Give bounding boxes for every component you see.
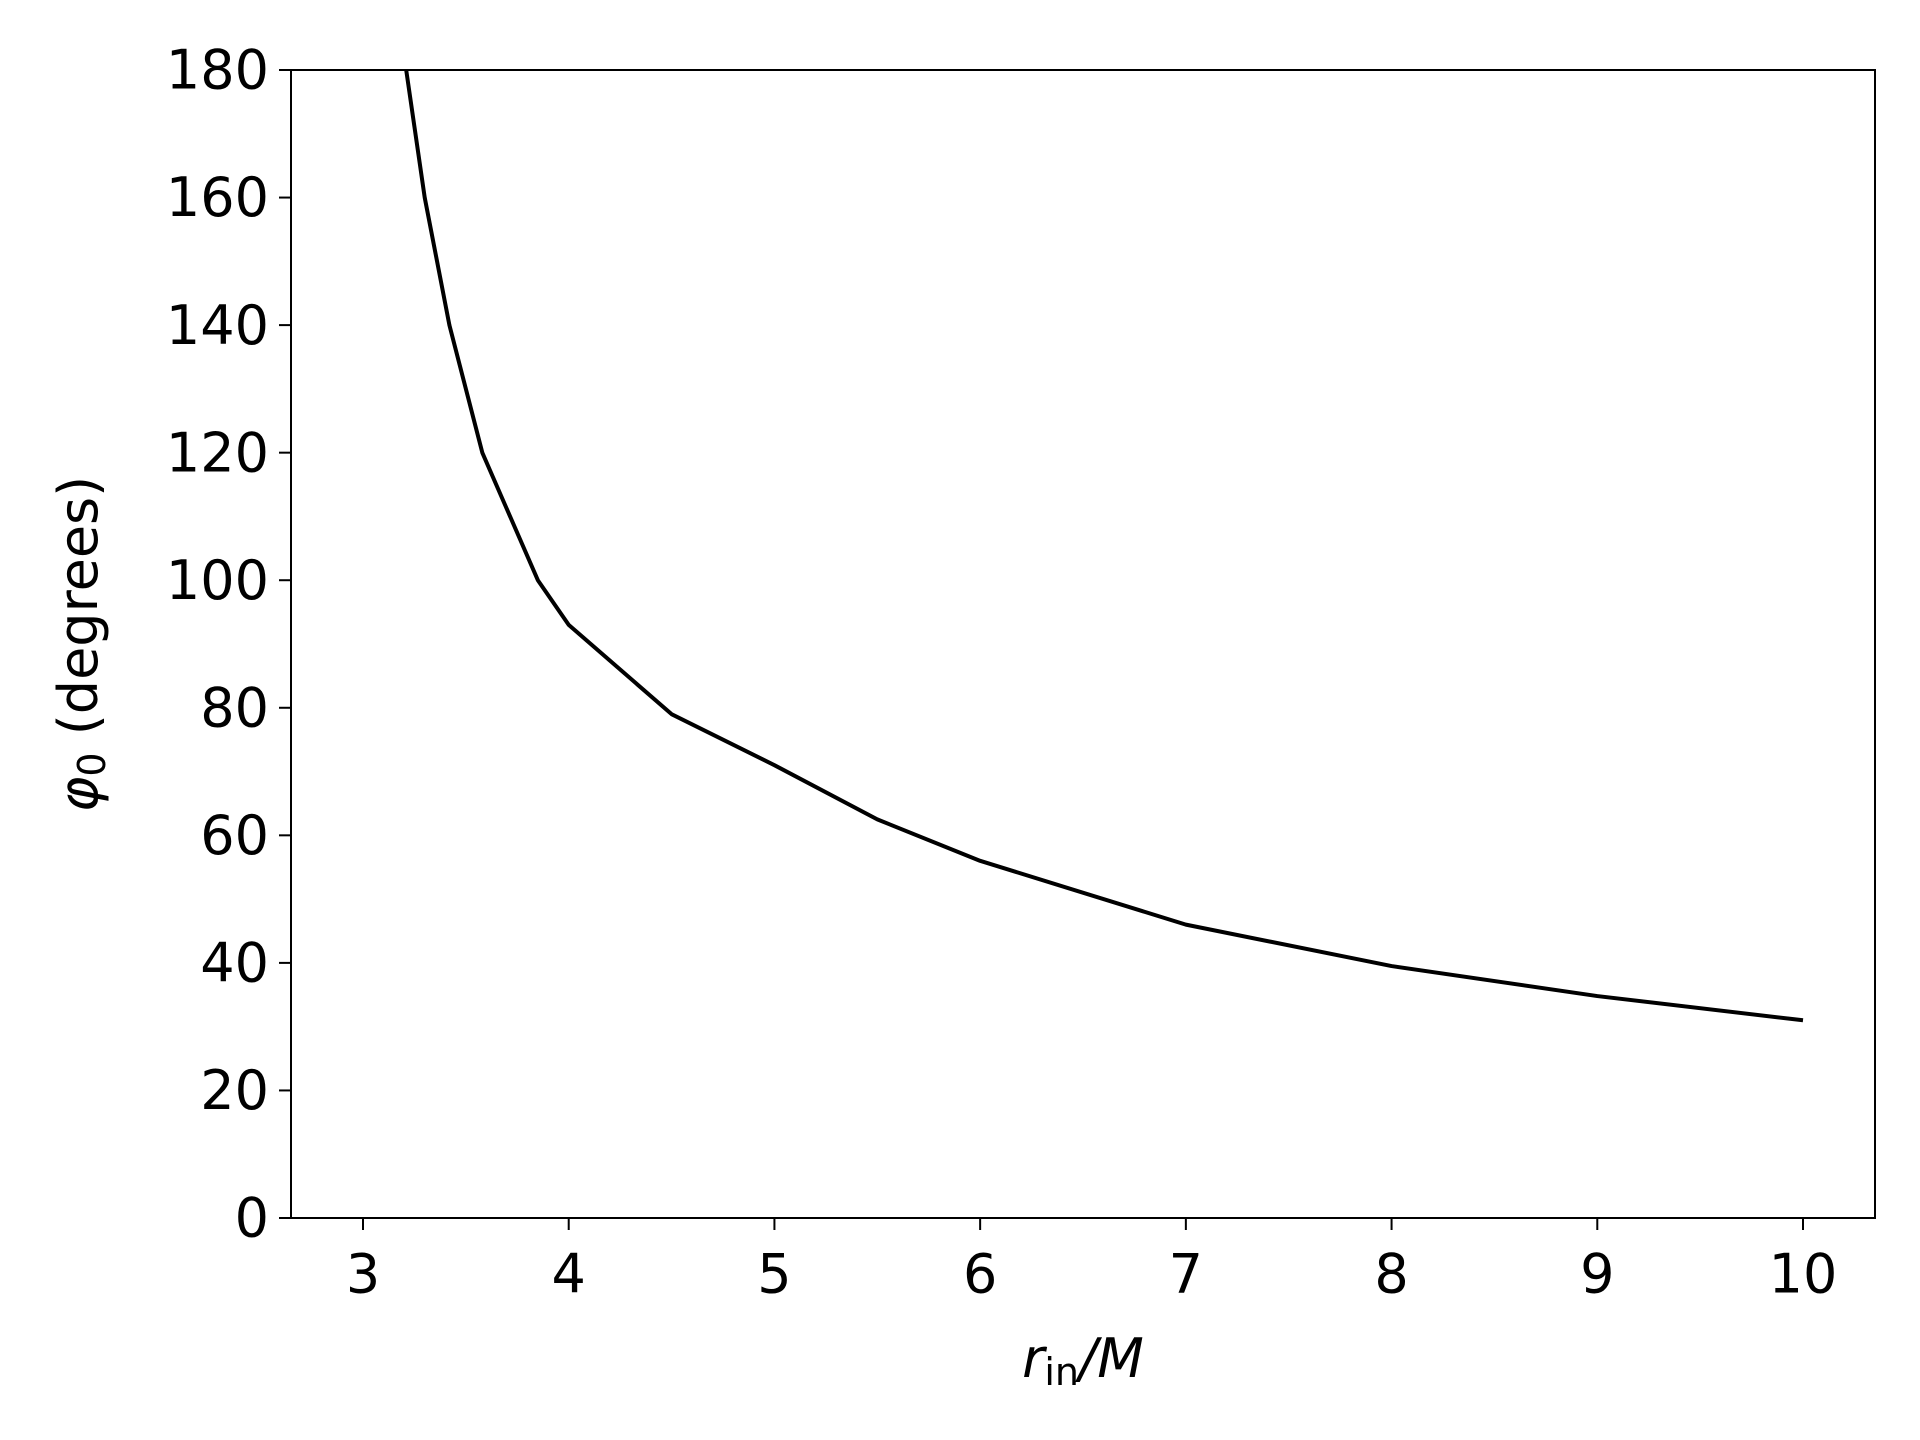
y-label-sub: 0	[70, 752, 114, 776]
data-line	[404, 69, 1804, 1023]
x-axis-label: rin/M	[1022, 1327, 1144, 1394]
y-tick-label: 100	[166, 549, 269, 612]
x-tick-label: 9	[1580, 1243, 1614, 1306]
x-tick-label: 7	[1169, 1243, 1203, 1306]
y-tick-label: 0	[235, 1187, 269, 1250]
plot-frame	[290, 69, 1876, 1219]
x-tick-label: 5	[757, 1243, 791, 1306]
y-axis-label: φ0 (degrees)	[47, 476, 114, 812]
x-label-main: r	[1022, 1327, 1047, 1390]
x-tick-label: 10	[1769, 1243, 1838, 1306]
y-label-main: φ	[47, 777, 110, 813]
x-tick-label: 3	[346, 1243, 380, 1306]
y-label-rest: (degrees)	[47, 476, 110, 753]
y-tick-label: 120	[166, 421, 269, 484]
x-tick-label: 4	[552, 1243, 586, 1306]
x-tick-label: 8	[1374, 1243, 1408, 1306]
y-tick-label: 160	[166, 166, 269, 229]
y-tick-label: 20	[200, 1059, 269, 1122]
y-tick-label: 40	[200, 932, 269, 995]
x-label-rest: /M	[1075, 1327, 1144, 1390]
y-tick-label: 80	[200, 676, 269, 739]
x-label-sub: in	[1044, 1350, 1079, 1394]
x-tick-label: 6	[963, 1243, 997, 1306]
y-tick-label: 180	[166, 39, 269, 102]
y-tick-label: 60	[200, 804, 269, 867]
y-tick-label: 140	[166, 294, 269, 357]
